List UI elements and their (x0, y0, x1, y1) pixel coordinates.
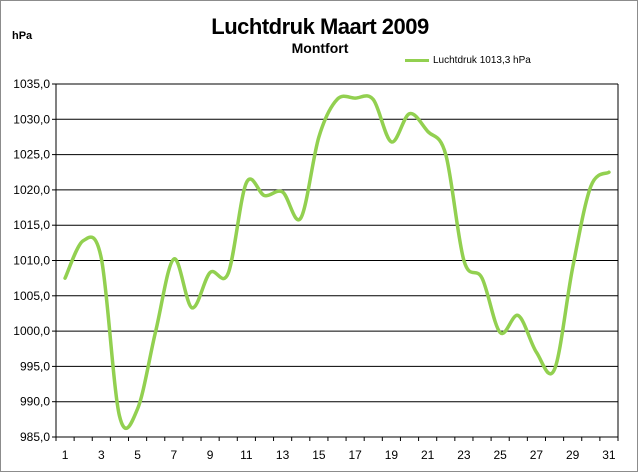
y-tick-label: 995,0 (20, 359, 50, 373)
y-tick-label: 990,0 (20, 395, 50, 409)
x-tick-label: 19 (385, 448, 399, 462)
x-tick-label: 31 (602, 448, 616, 462)
chart-subtitle: Montfort (291, 40, 349, 56)
x-tick-label: 1 (62, 448, 69, 462)
y-tick-label: 1015,0 (13, 218, 50, 232)
x-tick-label: 5 (134, 448, 141, 462)
x-tick-label: 27 (530, 448, 544, 462)
x-tick-label: 23 (457, 448, 471, 462)
x-tick-label: 29 (566, 448, 580, 462)
y-tick-label: 1035,0 (13, 77, 50, 91)
x-tick-label: 15 (312, 448, 326, 462)
legend-swatch (405, 59, 429, 62)
y-tick-label: 1000,0 (13, 324, 50, 338)
y-tick-label: 1005,0 (13, 289, 50, 303)
y-tick-label: 985,0 (20, 430, 50, 444)
x-tick-label: 11 (240, 448, 253, 462)
y-tick-label: 1025,0 (13, 148, 50, 162)
y-tick-label: 1010,0 (13, 254, 50, 268)
x-tick-label: 17 (348, 448, 362, 462)
x-tick-label: 3 (98, 448, 105, 462)
y-tick-label: 1030,0 (13, 112, 50, 126)
legend-label: Luchtdruk 1013,3 hPa (433, 55, 531, 66)
x-tick-label: 21 (421, 448, 435, 462)
x-tick-label: 25 (493, 448, 507, 462)
y-axis-label: hPa (12, 30, 33, 42)
legend: Luchtdruk 1013,3 hPa (405, 55, 531, 66)
y-tick-label: 1020,0 (13, 183, 50, 197)
x-tick-label: 7 (170, 448, 177, 462)
x-tick-label: 9 (207, 448, 214, 462)
series-line (63, 94, 611, 431)
chart-title: Luchtdruk Maart 2009 (211, 14, 429, 39)
x-tick-label: 13 (276, 448, 290, 462)
